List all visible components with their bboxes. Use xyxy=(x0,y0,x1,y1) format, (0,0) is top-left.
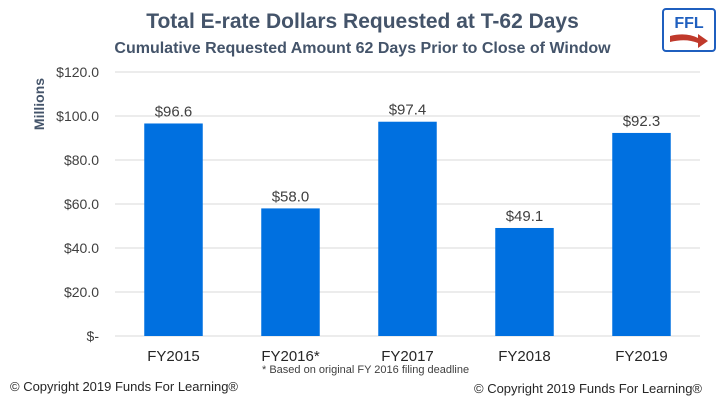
bar xyxy=(261,208,320,336)
copyright-left: © Copyright 2019 Funds For Learning® xyxy=(10,379,239,394)
data-label: $92.3 xyxy=(623,113,661,130)
data-label: $58.0 xyxy=(272,188,310,205)
y-tick-label: $80.0 xyxy=(64,152,99,168)
bar xyxy=(378,121,437,336)
x-tick-label: FY2017 xyxy=(381,348,434,365)
chart-subtitle: Cumulative Requested Amount 62 Days Prio… xyxy=(114,40,611,57)
copyright-right: © Copyright 2019 Funds For Learning® xyxy=(474,381,703,396)
y-tick-label: $20.0 xyxy=(64,284,99,300)
x-tick-label: FY2018 xyxy=(498,348,551,365)
data-label: $97.4 xyxy=(389,102,427,119)
y-tick-label: $- xyxy=(87,328,100,344)
bar xyxy=(612,132,671,336)
y-axis-label: Millions xyxy=(31,78,47,130)
y-tick-label: $120.0 xyxy=(56,64,99,80)
y-tick-label: $100.0 xyxy=(56,108,99,124)
y-tick-label: $60.0 xyxy=(64,196,99,212)
bar xyxy=(144,123,203,336)
ffl-logo: FFL xyxy=(662,8,716,52)
x-tick-label: FY2015 xyxy=(147,348,200,365)
x-tick-label: FY2016* xyxy=(261,348,320,365)
chart-title: Total E-rate Dollars Requested at T-62 D… xyxy=(146,10,579,33)
data-label: $96.6 xyxy=(155,103,193,120)
logo-arrow-icon xyxy=(670,34,708,48)
y-tick-label: $40.0 xyxy=(64,240,99,256)
x-tick-label: FY2019 xyxy=(615,348,668,365)
logo-text: FFL xyxy=(674,15,704,32)
footnote: * Based on original FY 2016 filing deadl… xyxy=(262,364,470,376)
bar xyxy=(495,227,554,336)
data-label: $49.1 xyxy=(506,208,544,225)
